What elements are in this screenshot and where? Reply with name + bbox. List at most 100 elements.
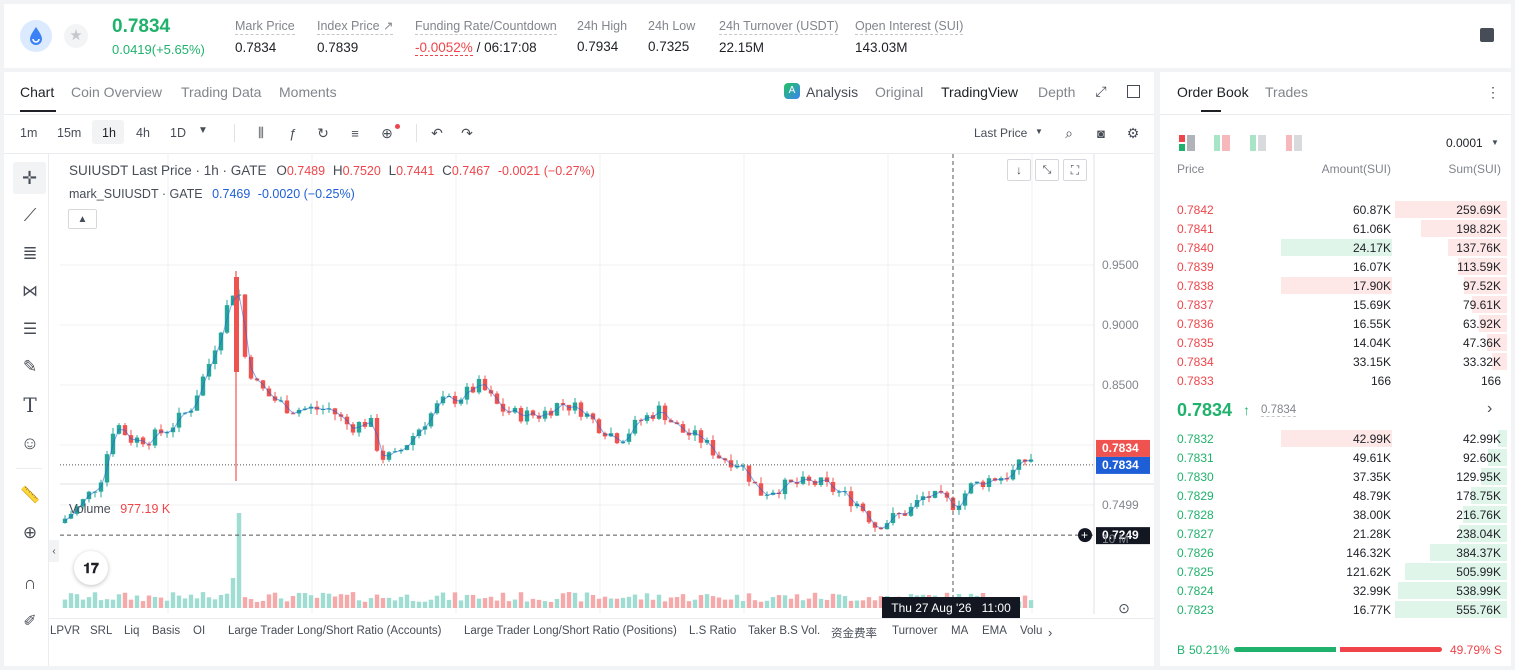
ind-ls-positions[interactable]: Large Trader Long/Short Ratio (Positions… [464,625,677,637]
ind-ma[interactable]: MA [951,625,969,637]
zoom-in-icon[interactable]: ⊕ [22,523,38,542]
settings-axis-icon[interactable]: ⊙ [1118,599,1130,616]
gear-icon[interactable]: ⚙ [1126,124,1140,141]
price-type-select[interactable]: Last Price [974,126,1028,140]
ask-row[interactable]: 0.7840 24.17K 137.76K [1160,238,1511,257]
maximize-pane-icon[interactable]: ⛶ [1063,159,1087,181]
replay-icon[interactable]: ↻ [317,124,329,141]
layout-both-icon[interactable] [1179,135,1195,151]
tf-1h[interactable]: 1h [102,126,116,140]
chevron-down-icon[interactable]: ▼ [1491,138,1499,147]
redo-icon[interactable]: ↷ [461,124,473,141]
ind-ema[interactable]: EMA [982,625,1007,637]
ask-row[interactable]: 0.7838 17.90K 97.52K [1160,276,1511,295]
book-icon[interactable] [1480,28,1494,42]
window-icon[interactable] [1127,85,1140,98]
tf-15m[interactable]: 15m [57,126,82,140]
ind-liq[interactable]: Liq [124,625,140,637]
layout-bids-icon[interactable] [1214,135,1230,151]
fibonacci-icon[interactable]: ☰ [22,321,38,338]
bid-row[interactable]: 0.7828 38.00K 216.76K [1160,505,1511,524]
ind-funding-rate[interactable]: 资金费率 [831,628,877,640]
view-analysis[interactable]: Analysis [806,84,859,100]
indicators-icon[interactable]: ƒ [289,125,297,141]
tf-dropdown-icon[interactable]: ▼ [198,125,208,136]
parallel-lines-icon[interactable]: ≣ [22,242,38,263]
ind-taker-vol[interactable]: Taker B.S Vol. [748,625,821,637]
ind-ls-ratio[interactable]: L.S Ratio [689,625,737,637]
tab-chart[interactable]: Chart [20,84,55,100]
coin-logo[interactable] [20,20,52,52]
bid-row[interactable]: 0.7824 32.99K 538.99K [1160,581,1511,600]
text-tool-icon[interactable]: T [23,393,37,417]
view-original[interactable]: Original [875,84,924,100]
ask-row[interactable]: 0.7839 16.07K 113.59K [1160,257,1511,276]
ind-volume[interactable]: Volu [1020,625,1043,637]
ask-row[interactable]: 0.7835 14.04K 47.36K [1160,333,1511,352]
stat-index-price[interactable]: Index Price ↗ 0.7839 [317,19,394,55]
layout-sells-icon[interactable] [1286,135,1302,151]
chevron-right-icon[interactable]: › [1487,400,1493,417]
tf-4h[interactable]: 4h [136,126,150,140]
ind-ls-accounts[interactable]: Large Trader Long/Short Ratio (Accounts) [228,625,442,637]
tf-1m[interactable]: 1m [20,126,38,140]
ask-row[interactable]: 0.7836 16.55K 63.92K [1160,314,1511,333]
tab-coin-overview[interactable]: Coin Overview [71,84,163,100]
expand-icon[interactable]: ⤢ [1095,82,1107,99]
ruler-icon[interactable]: 📏 [20,487,40,504]
ind-turnover[interactable]: Turnover [892,625,938,637]
brush-icon[interactable]: ✎ [22,357,38,376]
favorite-star-icon[interactable]: ★ [64,24,88,48]
layout-asks-icon[interactable] [1250,135,1266,151]
arrow-down-icon[interactable]: ↓ [1007,159,1031,181]
tradingview-logo[interactable]: 𝟏𝟕 [74,551,108,585]
row-sum: 47.36K [1462,336,1501,350]
collapse-pane-icon[interactable]: ⤡ [1035,159,1059,181]
depth-bar [1498,430,1507,447]
precision-select[interactable]: 0.0001 [1446,136,1483,150]
ask-row[interactable]: 0.7841 61.06K 198.82K [1160,219,1511,238]
bid-row[interactable]: 0.7825 121.62K 505.99K [1160,562,1511,581]
volume-bar [518,592,524,608]
collapse-legend-icon[interactable]: ▲ [68,209,97,229]
bid-row[interactable]: 0.7823 16.77K 555.76K [1160,600,1511,619]
view-depth[interactable]: Depth [1038,84,1076,100]
chevron-right-icon[interactable]: › [1048,625,1053,640]
bid-row[interactable]: 0.7830 37.35K 129.95K [1160,467,1511,486]
tab-order-book[interactable]: Order Book [1177,84,1249,100]
add-alert-icon[interactable]: ⊕ [381,124,393,141]
search-icon[interactable]: ⌕ [1065,124,1073,141]
emoji-icon[interactable]: ☺ [20,432,40,453]
tab-trading-data[interactable]: Trading Data [181,84,262,100]
pattern-icon[interactable]: ⋈ [22,283,38,300]
ind-oi[interactable]: OI [193,625,206,637]
more-vertical-icon[interactable]: ⋮ [1486,83,1500,100]
trendline-icon[interactable]: ⟋ [23,204,37,225]
ind-lpvr[interactable]: LPVR [50,625,81,637]
chevron-down-icon[interactable]: ▼ [1035,127,1043,136]
tab-moments[interactable]: Moments [279,84,337,100]
crosshair-icon[interactable]: ✛ [13,162,46,194]
ask-row[interactable]: 0.7837 15.69K 79.61K [1160,295,1511,314]
ask-row[interactable]: 0.7834 33.15K 33.32K [1160,352,1511,371]
tab-trades[interactable]: Trades [1265,84,1309,100]
bid-row[interactable]: 0.7826 146.32K 384.37K [1160,543,1511,562]
bid-row[interactable]: 0.7832 42.99K 42.99K [1160,429,1511,448]
candlestick-chart[interactable]: 0.9500 0.9000 0.8500 0.7499 0.7834 0.7834 0.72… [60,154,1154,614]
bid-row[interactable]: 0.7827 21.28K 238.04K [1160,524,1511,543]
ind-basis[interactable]: Basis [152,625,181,637]
camera-icon[interactable]: ◙ [1097,125,1105,141]
tf-1d[interactable]: 1D [170,126,186,140]
ind-srl[interactable]: SRL [90,625,113,637]
magnet-icon[interactable]: ∩ [23,572,37,593]
undo-icon[interactable]: ↶ [431,124,443,141]
collapse-toolbar-icon[interactable]: ‹ [49,540,59,562]
templates-icon[interactable]: ≡ [351,125,359,141]
pencil-icon[interactable]: ✐ [23,613,37,630]
ask-row[interactable]: 0.7833 166 166 [1160,371,1511,390]
candle-type-icon[interactable]: ⫼ [258,125,264,140]
view-tradingview[interactable]: TradingView [941,84,1019,100]
ask-row[interactable]: 0.7842 60.87K 259.69K [1160,200,1511,219]
bid-row[interactable]: 0.7829 48.79K 178.75K [1160,486,1511,505]
bid-row[interactable]: 0.7831 49.61K 92.60K [1160,448,1511,467]
